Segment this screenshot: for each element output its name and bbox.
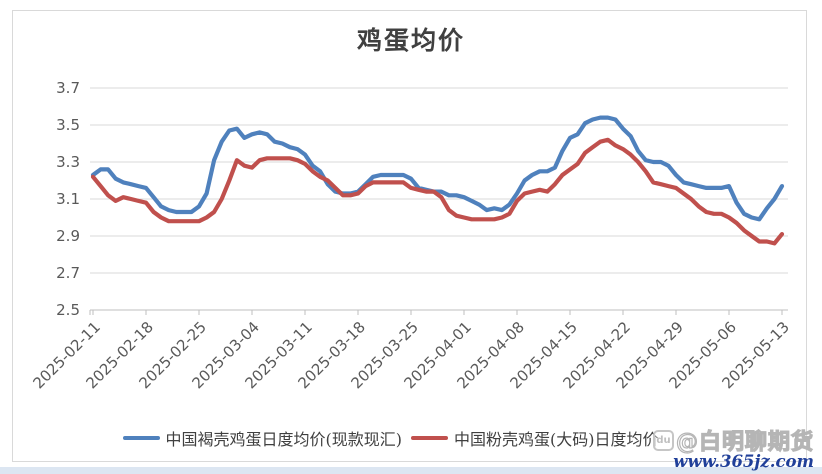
watermark-row: du @白明聊期货	[652, 424, 814, 456]
watermark: du @白明聊期货 www.365jz.com	[652, 424, 814, 471]
watermark-logo-icon: du	[652, 429, 674, 451]
legend: 中国褐壳鸡蛋日度均价(现款现汇) 中国粉壳鸡蛋(大码)日度均价	[0, 426, 790, 450]
legend-line-brown-egg-icon	[122, 435, 160, 441]
bottom-band	[0, 467, 822, 474]
chart-title: 鸡蛋均价	[356, 26, 465, 55]
legend-item-brown-egg: 中国褐壳鸡蛋日度均价(现款现汇)	[122, 426, 403, 450]
legend-line-pink-egg-icon	[411, 435, 448, 441]
watermark-url: www.365jz.com	[673, 452, 814, 471]
legend-label-pink-egg: 中国粉壳鸡蛋(大码)日度均价	[454, 430, 659, 449]
chart-frame	[12, 10, 807, 462]
watermark-handle: @白明聊期货	[675, 428, 814, 455]
legend-item-pink-egg: 中国粉壳鸡蛋(大码)日度均价	[411, 426, 659, 450]
legend-label-brown-egg: 中国褐壳鸡蛋日度均价(现款现汇)	[165, 430, 403, 449]
